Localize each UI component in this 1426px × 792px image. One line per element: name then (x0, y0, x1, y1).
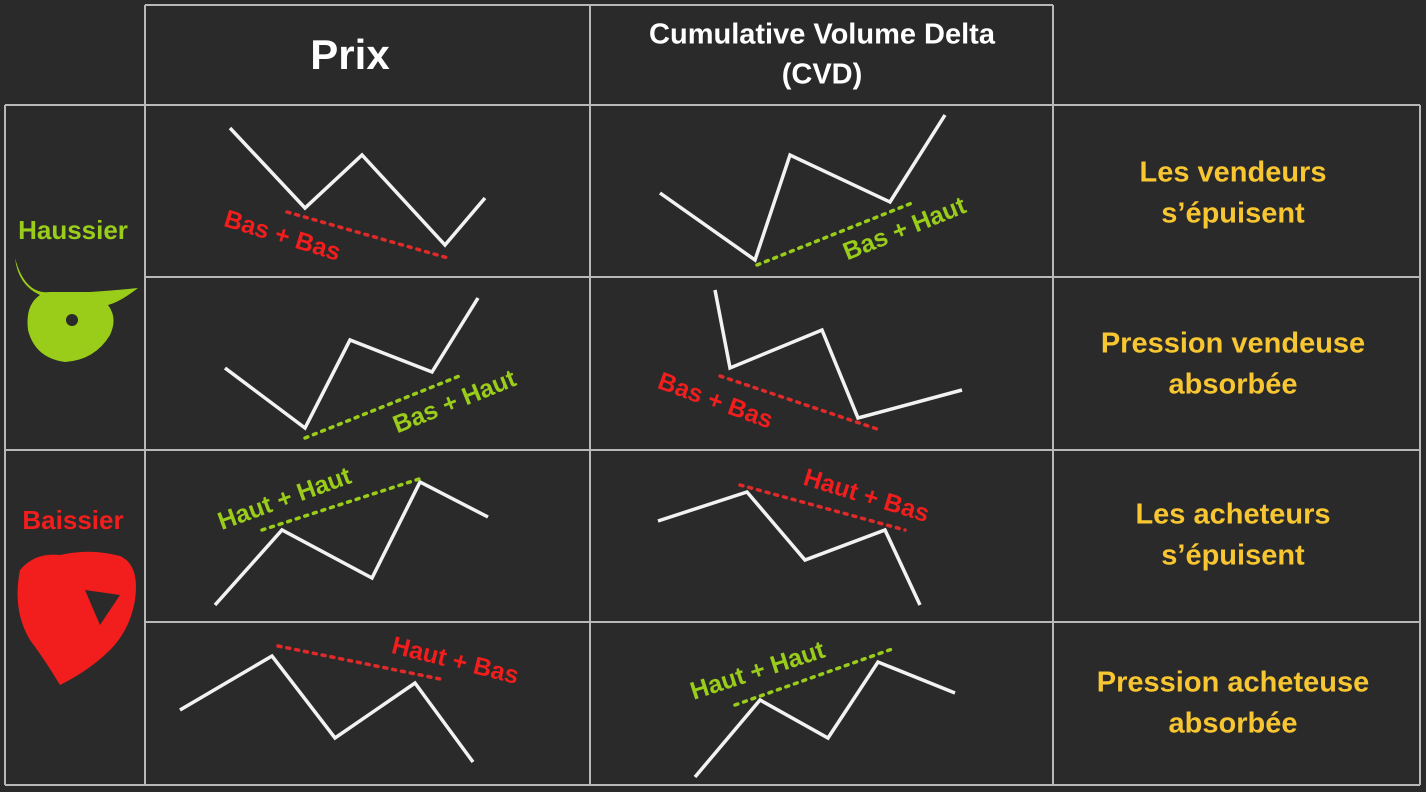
price-zigzag (228, 126, 487, 248)
trend-line (733, 646, 897, 707)
price-zigzag (213, 479, 489, 607)
trend-line (755, 201, 914, 267)
meaning: Pression acheteuse (1097, 667, 1369, 699)
trend-line (260, 476, 424, 532)
meaning: Les vendeurs (1140, 157, 1327, 189)
cvd-zigzag (657, 489, 922, 606)
bull-icon (15, 258, 138, 362)
cvd-zigzag (658, 114, 947, 263)
price-zigzag (223, 297, 480, 431)
header-cvd: (CVD) (782, 59, 863, 91)
trend-line (303, 373, 464, 440)
group-label: Baissier (22, 505, 123, 535)
trend-line (276, 644, 447, 682)
meaning: s’épuisent (1161, 540, 1305, 572)
header-price: Prix (310, 31, 390, 78)
group-label: Haussier (18, 215, 128, 245)
meaning: absorbée (1169, 369, 1298, 401)
meaning: s’épuisent (1161, 198, 1305, 230)
cvd-zigzag (693, 659, 956, 779)
header-cvd: Cumulative Volume Delta (649, 19, 996, 51)
meaning: absorbée (1169, 708, 1298, 740)
trend-line (718, 374, 882, 432)
trend-line (285, 210, 450, 260)
price-zigzag (179, 653, 475, 764)
meaning: Pression vendeuse (1101, 328, 1365, 360)
cvd-zigzag (713, 289, 963, 421)
meaning: Les acheteurs (1135, 499, 1330, 531)
table-grid (4, 4, 1421, 786)
bear-icon (17, 551, 137, 685)
trend-line (738, 483, 907, 532)
